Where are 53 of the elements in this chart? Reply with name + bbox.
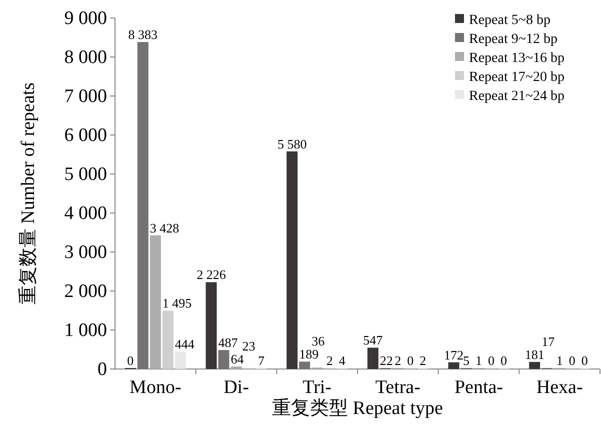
data-label: 0 xyxy=(407,353,414,368)
legend-label: Repeat 13~16 bp xyxy=(469,51,564,66)
data-label: 22 xyxy=(380,353,393,368)
data-label: 0 xyxy=(568,353,576,368)
data-label: 172 xyxy=(444,347,464,362)
data-label: 4 xyxy=(338,353,346,368)
y-tick-label: 6 000 xyxy=(64,125,107,146)
data-label: 7 xyxy=(258,353,265,368)
y-tick-label: 2 000 xyxy=(64,281,107,302)
data-label: 181 xyxy=(524,346,544,362)
data-label: 2 xyxy=(326,353,333,368)
y-tick-label: 3 000 xyxy=(64,242,107,263)
x-axis-title: 重复类型 Repeat type xyxy=(272,398,443,419)
data-label: 0 xyxy=(488,353,494,368)
data-label: 5 xyxy=(463,353,470,368)
data-label: 0 xyxy=(127,353,134,368)
data-label: 5 580 xyxy=(277,136,307,152)
data-label: 444 xyxy=(174,336,195,352)
y-tick-label: 8 000 xyxy=(64,47,107,68)
y-tick-label: 1 000 xyxy=(64,320,107,341)
data-label: 2 xyxy=(420,353,426,368)
data-label: 1 xyxy=(476,353,482,368)
data-label: 547 xyxy=(363,332,384,348)
data-label: 487 xyxy=(218,335,238,350)
x-tick-label: Mono- xyxy=(130,377,182,398)
y-tick-label: 0 xyxy=(98,359,107,380)
data-label: 8 383 xyxy=(128,27,158,42)
data-label: 17 xyxy=(542,334,556,349)
data-label: 64 xyxy=(230,352,244,367)
legend-label: Repeat 5~8 bp xyxy=(469,13,550,28)
legend-label: Repeat 17~20 bp xyxy=(469,70,564,85)
data-label: 1 xyxy=(556,353,563,368)
y-axis-title: 重复数量 Number of repeats xyxy=(18,82,39,305)
data-label: 1 495 xyxy=(162,296,192,311)
y-tick-label: 9 000 xyxy=(64,8,107,29)
legend-label: Repeat 21~24 bp xyxy=(469,89,564,104)
data-label: 36 xyxy=(312,334,326,349)
y-tick-label: 7 000 xyxy=(64,86,107,107)
x-tick-label: Tetra- xyxy=(375,377,420,398)
x-tick-label: Tri- xyxy=(302,377,332,398)
data-label: 23 xyxy=(242,338,256,354)
data-label: 2 226 xyxy=(196,267,226,282)
data-label: 0 xyxy=(581,353,588,368)
x-tick-label: Di- xyxy=(224,377,249,398)
x-tick-label: Hexa- xyxy=(536,377,583,398)
data-label: 2 xyxy=(394,353,402,368)
data-label: 189 xyxy=(299,346,319,362)
data-label: 3 428 xyxy=(150,220,180,236)
y-tick-label: 4 000 xyxy=(64,203,107,224)
y-tick-label: 5 000 xyxy=(64,164,107,185)
x-tick-label: Penta- xyxy=(454,377,504,398)
data-label: 0 xyxy=(500,353,507,368)
legend-label: Repeat 9~12 bp xyxy=(469,32,558,47)
